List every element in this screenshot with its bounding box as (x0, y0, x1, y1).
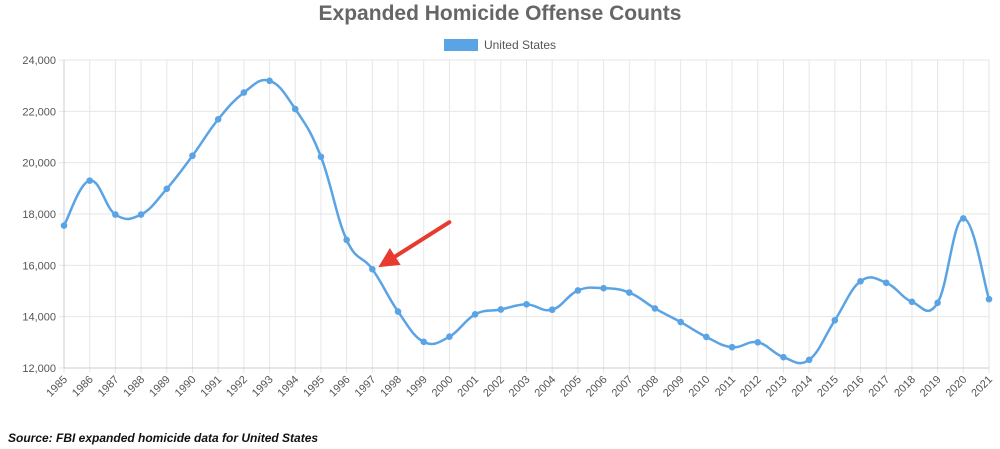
x-tick-label: 2015 (815, 374, 841, 400)
x-tick-label: 2006 (584, 374, 610, 400)
data-point[interactable] (882, 279, 890, 287)
x-tick-label: 1989 (147, 374, 173, 400)
data-point[interactable] (189, 152, 196, 160)
x-tick-label: 2005 (558, 374, 584, 400)
data-point[interactable] (394, 308, 402, 315)
data-point[interactable] (214, 115, 222, 123)
x-tick-label: 2004 (533, 374, 559, 400)
data-point[interactable] (805, 356, 813, 364)
x-tick-label: 1990 (173, 374, 199, 400)
data-point[interactable] (137, 211, 145, 218)
y-tick-label: 20,000 (22, 158, 56, 170)
data-point[interactable] (934, 299, 941, 307)
x-axis: 1985 1986 1987 1988 1989 1990 1991 1992 1993 1994… (44, 367, 995, 400)
x-tick-label: 1997 (353, 374, 379, 400)
x-tick-label: 2002 (481, 374, 507, 400)
x-tick-label: 1999 (404, 374, 430, 400)
legend-swatch[interactable] (443, 39, 478, 51)
x-tick-label: 2020 (944, 374, 970, 400)
data-point[interactable] (86, 177, 93, 184)
x-tick-label: 2007 (610, 374, 636, 400)
x-tick-label: 2017 (867, 374, 893, 400)
x-tick-label: 2000 (430, 374, 456, 400)
y-tick-label: 22,000 (22, 106, 56, 118)
data-point[interactable] (523, 301, 530, 308)
x-tick-label: 1996 (327, 374, 353, 400)
data-point[interactable] (960, 215, 967, 222)
data-point[interactable] (471, 311, 479, 318)
data-point[interactable] (548, 306, 556, 314)
y-tick-label: 18,000 (22, 209, 56, 221)
data-point[interactable] (497, 306, 505, 313)
y-axis: 12,000 14,000 16,000 18,000 20,000 22,000 24,0… (22, 55, 65, 375)
y-tick-label: 14,000 (22, 312, 56, 324)
data-point[interactable] (266, 77, 273, 85)
y-tick-label: 24,000 (22, 55, 56, 67)
data-point[interactable] (651, 305, 659, 312)
x-tick-label: 2008 (635, 374, 661, 400)
x-tick-label: 2001 (455, 374, 481, 400)
data-point[interactable] (420, 338, 428, 346)
data-point[interactable] (60, 222, 68, 229)
data-point[interactable] (754, 339, 762, 346)
data-point[interactable] (369, 265, 376, 273)
x-tick-label: 1992 (224, 374, 250, 400)
data-point[interactable] (291, 105, 299, 113)
grid-lines (59, 59, 990, 373)
y-tick-label: 16,000 (22, 260, 56, 272)
data-point[interactable] (908, 298, 916, 306)
data-point[interactable] (240, 89, 248, 96)
data-point[interactable] (163, 185, 171, 193)
x-tick-label: 2009 (661, 374, 687, 400)
x-tick-label: 2016 (841, 374, 867, 400)
x-tick-label: 2003 (507, 374, 533, 400)
x-tick-label: 1986 (70, 374, 96, 400)
x-tick-label: 2011 (713, 374, 738, 399)
data-point[interactable] (343, 236, 350, 244)
data-point[interactable] (112, 211, 119, 218)
annotation-arrow-shaft (393, 220, 452, 259)
annotation-layer (378, 220, 452, 268)
data-point[interactable] (625, 289, 633, 296)
x-tick-label: 2018 (892, 374, 918, 400)
source-note: Source: FBI expanded homicide data for U… (8, 431, 319, 445)
x-tick-label: 1985 (44, 374, 70, 400)
data-point[interactable] (600, 284, 607, 292)
x-tick-label: 1993 (250, 374, 276, 400)
x-tick-label: 1991 (198, 374, 224, 400)
x-tick-label: 1998 (378, 374, 404, 400)
x-tick-label: 2021 (969, 374, 995, 400)
x-tick-label: 2013 (764, 374, 790, 400)
x-tick-label: 2014 (789, 374, 815, 400)
data-point[interactable] (728, 343, 736, 351)
data-point[interactable] (780, 353, 787, 361)
annotation-arrow-head (378, 248, 401, 268)
legend: United States (0, 38, 1000, 52)
x-tick-label: 1987 (96, 374, 122, 400)
data-point[interactable] (703, 333, 710, 341)
data-point[interactable] (574, 287, 582, 294)
y-tick-label: 12,000 (22, 363, 56, 375)
x-tick-label: 1988 (121, 374, 147, 400)
plot-area (60, 77, 993, 365)
legend-label: United States (483, 38, 557, 52)
data-point[interactable] (446, 333, 453, 340)
x-tick-label: 2019 (918, 374, 944, 400)
data-point[interactable] (985, 295, 993, 303)
data-point[interactable] (831, 316, 839, 324)
data-point[interactable] (677, 318, 684, 326)
chart-title: Expanded Homicide Offense Counts (318, 2, 682, 25)
x-tick-label: 2010 (687, 374, 713, 400)
data-point[interactable] (317, 153, 325, 161)
x-tick-label: 1994 (276, 374, 302, 400)
x-tick-label: 2012 (738, 374, 764, 400)
data-point[interactable] (857, 277, 864, 285)
x-tick-label: 1995 (301, 374, 327, 400)
